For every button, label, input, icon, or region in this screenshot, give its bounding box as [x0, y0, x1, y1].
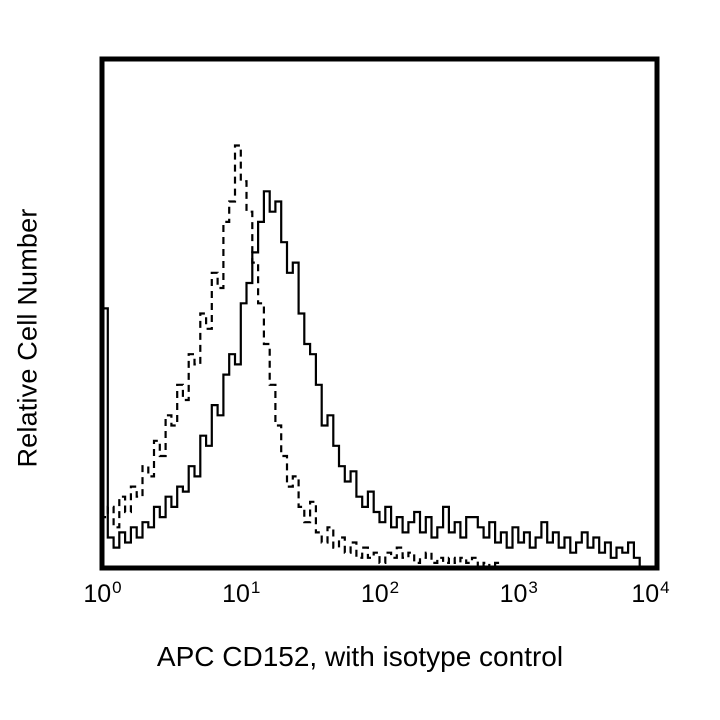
- x-tick-label-2: 102: [360, 578, 400, 608]
- x-tick-label-4: 104: [631, 578, 670, 608]
- series-apc-cd152: [100, 190, 657, 570]
- series-isotype-control: [100, 144, 657, 570]
- plot-border: [99, 56, 660, 571]
- x-tick-label-0: 100: [83, 578, 122, 608]
- x-axis-ticks: 100 101 102 103 104: [0, 578, 720, 616]
- x-tick-label-3: 103: [499, 578, 538, 608]
- x-tick-label-1: 101: [222, 578, 261, 608]
- y-axis-label: Relative Cell Number: [12, 208, 43, 468]
- x-axis-title: APC CD152, with isotype control: [156, 641, 564, 672]
